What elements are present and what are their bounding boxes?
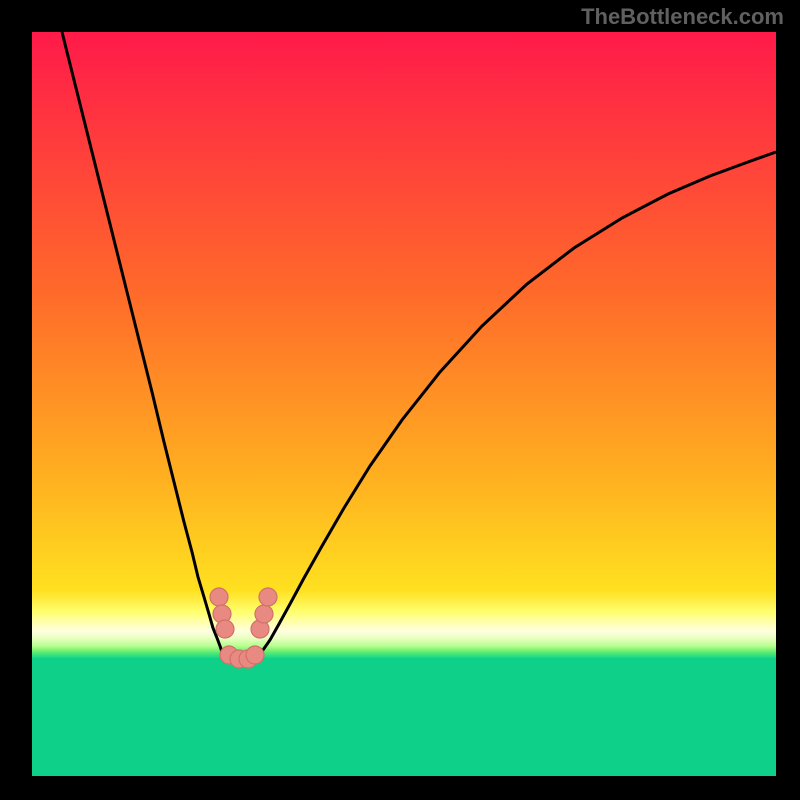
marker-dot bbox=[255, 605, 273, 623]
marker-group bbox=[210, 588, 277, 668]
left-curve bbox=[62, 32, 226, 659]
watermark: TheBottleneck.com bbox=[581, 4, 784, 30]
marker-dot bbox=[259, 588, 277, 606]
marker-dot bbox=[210, 588, 228, 606]
plot-area bbox=[32, 32, 776, 776]
curve-layer bbox=[32, 32, 776, 776]
marker-dot bbox=[246, 646, 264, 664]
marker-dot bbox=[216, 620, 234, 638]
right-curve bbox=[254, 152, 776, 659]
